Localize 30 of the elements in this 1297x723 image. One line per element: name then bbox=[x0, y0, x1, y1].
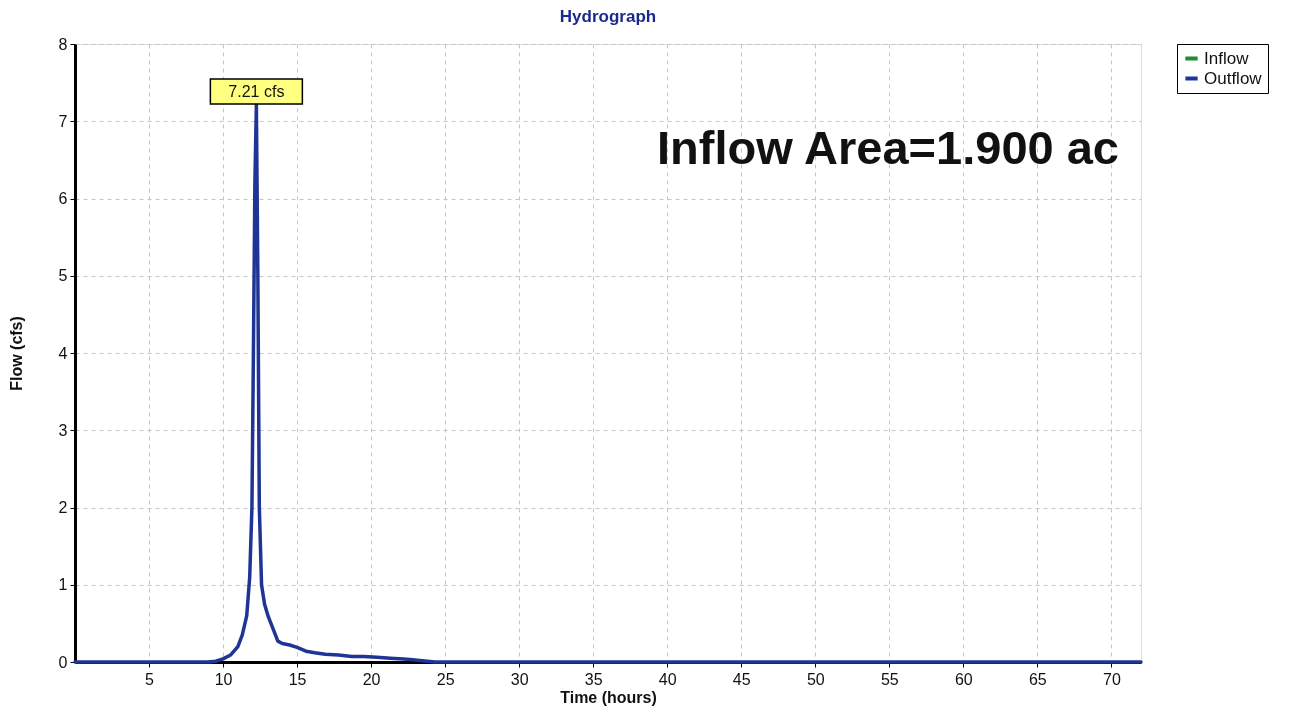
x-tick-label: 50 bbox=[806, 670, 825, 688]
x-tick-label: 25 bbox=[436, 670, 455, 688]
y-tick-label: 8 bbox=[58, 35, 68, 53]
x-tick-label: 45 bbox=[732, 670, 751, 688]
y-tick-label: 0 bbox=[58, 653, 68, 671]
x-tick-label: 65 bbox=[1028, 670, 1047, 688]
x-tick-label: 60 bbox=[954, 670, 973, 688]
y-tick-label: 1 bbox=[58, 576, 68, 594]
x-tick-label: 10 bbox=[214, 670, 233, 688]
x-tick-label: 15 bbox=[288, 670, 307, 688]
legend-label: Inflow bbox=[1204, 48, 1250, 68]
annotation: 7.21 cfs bbox=[228, 83, 285, 101]
x-tick-label: 20 bbox=[362, 670, 381, 688]
y-tick-label: 4 bbox=[58, 344, 68, 362]
y-tick-label: 6 bbox=[58, 190, 68, 207]
x-axis-title: Time (hours) bbox=[560, 688, 657, 706]
y-tick-label: 7 bbox=[58, 112, 68, 130]
x-tick-label: 35 bbox=[584, 670, 603, 688]
x-tick-label: 70 bbox=[1102, 670, 1121, 688]
y-tick-label: 2 bbox=[58, 499, 68, 516]
y-tick-label: 5 bbox=[58, 267, 68, 285]
x-tick-label: 5 bbox=[145, 670, 155, 688]
x-tick-label: 40 bbox=[658, 670, 677, 688]
x-tick-label: 30 bbox=[510, 670, 529, 688]
chart-title: Hydrograph bbox=[559, 7, 657, 26]
x-tick-label: 55 bbox=[880, 670, 899, 688]
annotation: Inflow Area=1.900 ac bbox=[657, 121, 1119, 174]
y-tick-label: 3 bbox=[58, 421, 68, 439]
y-axis-title: Flow (cfs) bbox=[7, 316, 25, 391]
legend-label: Outflow bbox=[1204, 68, 1263, 88]
